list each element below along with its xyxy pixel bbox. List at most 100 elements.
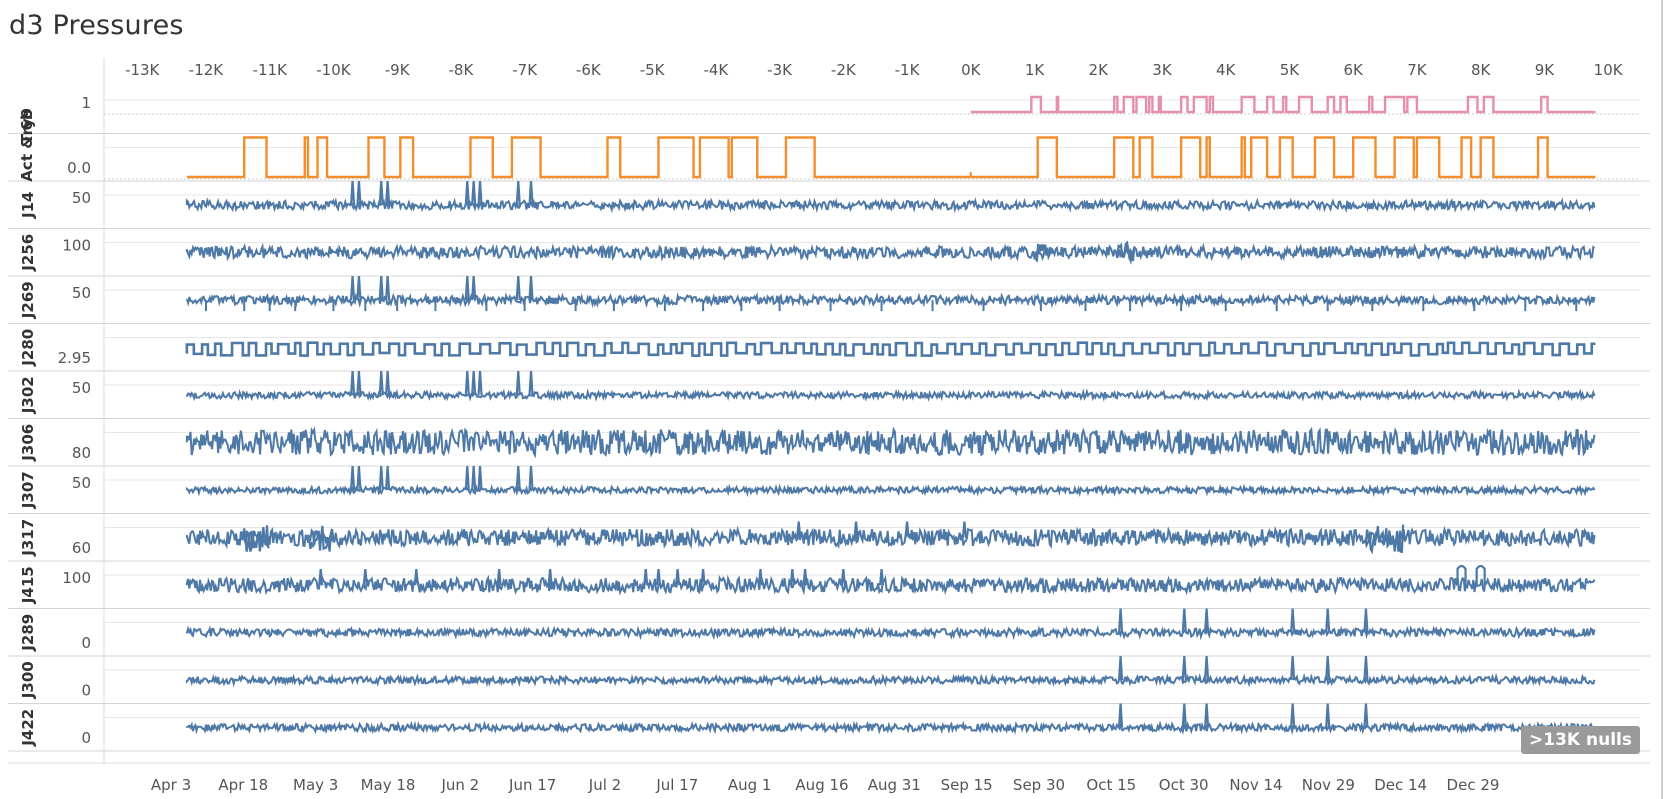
row-tick-label: 1 [81,94,91,112]
series-spike [1181,656,1187,681]
bottom-axis-tick-label: Sep 15 [941,776,993,794]
series-spike [515,466,521,491]
series-spike [349,276,356,301]
series-spike [378,276,384,301]
step-series-line [970,95,1596,114]
series-spike [528,276,534,301]
series-spike [356,276,362,301]
series-spike [1456,564,1467,586]
top-axis-tick-label: -12K [189,61,224,79]
series-line [185,574,1596,596]
series-spike [464,466,470,491]
series-spike [496,569,502,586]
chart-title: d3 Pressures [9,10,184,41]
series-spike [385,181,391,206]
series-spike [349,466,356,491]
series-spike [385,276,391,301]
bottom-axis-tick-label: Aug 16 [795,776,848,794]
bottom-axis-tick-label: Apr 3 [151,776,191,794]
series-spike [515,371,521,396]
series-spike [789,569,795,586]
row-label: J317 [19,519,37,557]
series-spike [471,181,477,206]
row-tick-label: 2.95 [58,349,91,367]
row-tick-label: 60 [72,539,91,557]
row-label: J306 [19,424,37,462]
step-series-line [186,136,971,179]
series-spike [1325,703,1331,728]
series-bump [306,525,335,552]
row-tick-label: 0 [81,634,91,652]
top-axis-tick-label: 3K [1152,61,1173,79]
series-spike [471,371,477,396]
series-spike [1363,656,1369,681]
bottom-axis-tick-label: May 3 [293,776,338,794]
bottom-axis-tick-label: Oct 30 [1159,776,1209,794]
series-spike [1363,703,1369,728]
series-spike [1204,656,1210,681]
bottom-axis-tick-label: Dec 14 [1374,776,1427,794]
series-spike [1204,608,1210,633]
top-axis-tick-label: -9K [385,61,411,79]
top-axis-tick-label: 10K [1594,61,1624,79]
top-axis-tick-label: -5K [640,61,666,79]
series-bump [1033,243,1054,262]
series-spike [1363,608,1369,633]
row-tick-label: 50 [72,284,91,302]
bottom-axis-tick-label: Jul 17 [655,776,698,794]
series-bump [243,525,270,552]
top-axis-tick-label: -7K [512,61,538,79]
series-spike [878,569,885,586]
row-label: J307 [19,471,37,509]
series-spike [840,569,846,586]
row-tick-label: 100 [62,237,91,255]
series-line [185,624,1596,641]
series-spike [1204,703,1210,728]
series-spike [853,521,859,538]
row-label: J14 [19,192,37,219]
top-axis-tick-label: -11K [253,61,288,79]
series-spike [318,569,324,586]
series-spike [378,181,384,206]
top-axis-tick-label: 4K [1216,61,1237,79]
series-line [185,672,1596,688]
series-spike [356,371,362,396]
series-spike [1290,656,1296,681]
row-tick-label: 50 [72,189,91,207]
series-spike [349,371,356,396]
series-spike [464,276,470,301]
bottom-axis-tick-label: Oct 15 [1086,776,1136,794]
top-axis-tick-label: 2K [1089,61,1110,79]
row-label: J256 [19,234,37,272]
null-indicator-badge[interactable]: >13K nulls [1521,726,1640,754]
series-spike [471,276,477,301]
series-line [185,341,1596,357]
vertical-scrollbar[interactable] [1661,0,1663,799]
row-tick-label: 50 [72,474,91,492]
top-axis-tick-label: 0K [961,61,982,79]
row-label: J422 [19,709,37,747]
top-axis-tick-label: -2K [831,61,857,79]
row-tick-label: 80 [72,444,91,462]
row-label: J289 [19,614,37,652]
series-spike [961,521,968,538]
top-axis-tick-label: 7K [1407,61,1428,79]
series-line [185,525,1596,550]
series-spike [477,371,483,396]
series-spike [802,569,808,586]
series-spike [1117,703,1124,728]
series-line [185,242,1596,262]
bottom-axis-tick-label: Jun 2 [440,776,479,794]
series-spike [356,181,362,206]
row-tick-label: 0 [81,682,91,700]
row-label: J269 [19,281,37,319]
series-spike [349,181,356,206]
row-tick-label: 100 [62,569,91,587]
series-spike [385,371,391,396]
series-line [185,291,1596,309]
bottom-axis-tick-label: May 18 [361,776,416,794]
series-spike [1117,608,1124,633]
series-bump [1364,524,1405,555]
series-spike [757,569,764,586]
